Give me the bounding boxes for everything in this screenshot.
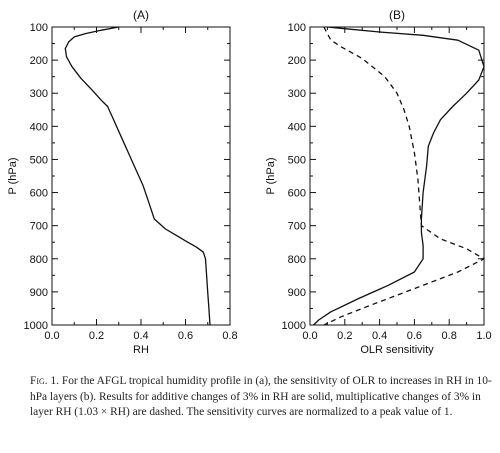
- b-panel-title: (B): [389, 8, 405, 22]
- b-y-tick-label: 800: [288, 254, 306, 266]
- figure-caption: Fig. 1. For the AFGL tropical humidity p…: [30, 374, 492, 421]
- a-series-solid-line: [64, 26, 211, 326]
- b-y-tick-label: 500: [288, 154, 306, 166]
- b-y-tick-label: 200: [288, 55, 306, 67]
- a-x-tick-label: 0.4: [133, 330, 148, 342]
- b-y-tick-label: 600: [288, 188, 306, 200]
- b-y-tick-label: 300: [288, 88, 306, 100]
- a-plot-frame: [51, 26, 231, 326]
- b-x-tick-label: 0.0: [302, 330, 317, 342]
- a-x-tick-label: 0.8: [222, 330, 237, 342]
- a-y-tick-label: 400: [30, 121, 48, 133]
- a-y-axis-label: P (hPa): [7, 157, 19, 194]
- a-y-tick-label: 1000: [24, 320, 48, 332]
- b-x-tick-label: 0.4: [372, 330, 387, 342]
- a-x-axis-label: RH: [133, 344, 149, 356]
- b-y-tick-label: 400: [288, 121, 306, 133]
- a-x-tick-label: 0.0: [44, 330, 59, 342]
- a-x-tick-label: 0.2: [89, 330, 104, 342]
- b-x-tick-label: 0.2: [337, 330, 352, 342]
- figure: 0.0 0.2 0.4 0.6 0.8 100 200 300 400 500 600 700 800 9…: [7, 8, 492, 356]
- a-y-tick-label: 500: [30, 154, 48, 166]
- caption-lead: Fig. 1.: [30, 375, 60, 387]
- b-y-tick-label: 100: [288, 22, 306, 34]
- a-y-tick-label: 800: [30, 254, 48, 266]
- a-x-tick-label: 0.6: [178, 330, 193, 342]
- b-y-tick-label: 700: [288, 221, 306, 233]
- b-x-tick-label: 0.6: [407, 330, 422, 342]
- b-y-axis-label: P (hPa): [265, 157, 277, 194]
- a-panel-title: (A): [133, 8, 149, 22]
- panel-b-olr-sensitivity: 0.0 0.2 0.4 0.6 0.8 1.0 100 200 300 400 500 600 700 8…: [265, 8, 492, 356]
- b-series-solid-line: [313, 26, 485, 326]
- b-y-tick-label: 900: [288, 287, 306, 299]
- b-x-tick-label: 1.0: [476, 330, 491, 342]
- caption-text: For the AFGL tropical humidity profile i…: [30, 375, 492, 418]
- a-y-tick-label: 700: [30, 221, 48, 233]
- b-x-tick-label: 0.8: [442, 330, 457, 342]
- a-y-tick-label: 900: [30, 287, 48, 299]
- a-y-tick-label: 200: [30, 55, 48, 67]
- a-y-tick-label: 300: [30, 88, 48, 100]
- panel-a-rh-profile: 0.0 0.2 0.4 0.6 0.8 100 200 300 400 500 600 700 800 9…: [7, 8, 238, 356]
- b-y-tick-label: 1000: [282, 320, 306, 332]
- b-x-axis-label: OLR sensitivity: [360, 344, 434, 356]
- a-y-tick-label: 100: [30, 22, 48, 34]
- b-series-dashed-line: [323, 26, 485, 326]
- a-y-tick-label: 600: [30, 188, 48, 200]
